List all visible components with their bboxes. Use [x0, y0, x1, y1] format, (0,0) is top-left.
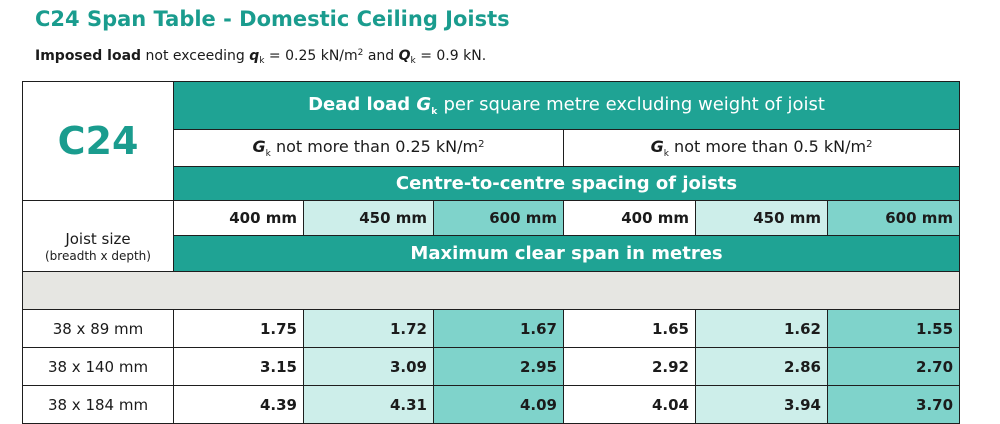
joist-size-cell: 38 x 140 mm: [22, 347, 174, 386]
gk-subscript: k: [265, 149, 271, 159]
gk-group-2: Gk not more than 0.5 kN/m2: [562, 129, 961, 167]
page-title: C24 Span Table - Domestic Ceiling Joists: [35, 7, 510, 31]
gk-symbol: G: [650, 137, 664, 156]
dead-load-rest: per square metre excluding weight of joi…: [443, 94, 825, 115]
not-exceeding-text: not exceeding: [145, 48, 245, 64]
spacing-400-a: 400 mm: [173, 200, 304, 236]
imposed-load-label: Imposed load: [35, 48, 142, 64]
span-value: 1.72: [303, 309, 434, 348]
span-value: 1.75: [173, 309, 304, 348]
gk-text: not more than 0.5 kN/m: [674, 137, 867, 156]
span-value: 4.39: [173, 385, 304, 424]
joist-size-header: Joist size (breadth x depth): [22, 200, 174, 272]
joist-size-label: Joist size: [65, 230, 131, 248]
dead-load-symbol: G: [416, 94, 432, 115]
spacing-450-a: 450 mm: [303, 200, 434, 236]
imposed-load-note: Imposed load not exceeding qk = 0.25 kN/…: [35, 48, 486, 66]
table-row: 38 x 89 mm 1.75 1.72 1.67 1.65 1.62 1.55: [22, 309, 961, 348]
spacer-band: [21, 271, 961, 310]
span-value: 4.31: [303, 385, 434, 424]
span-value: 2.70: [826, 347, 961, 386]
span-value: 1.55: [826, 309, 961, 348]
span-value: 3.15: [173, 347, 304, 386]
span-value: 3.94: [695, 385, 828, 424]
spacing-header: Centre-to-centre spacing of joists: [172, 166, 961, 201]
and-text: and: [367, 48, 395, 64]
span-value: 2.86: [695, 347, 828, 386]
table-row: 38 x 140 mm 3.15 3.09 2.95 2.92 2.86 2.7…: [22, 347, 961, 386]
spacing-600-a: 600 mm: [433, 200, 564, 236]
dead-load-header: Dead load Gk per square metre excluding …: [172, 81, 961, 130]
gk-text: not more than 0.25 kN/m: [275, 137, 479, 156]
dead-load-subscript: k: [431, 107, 438, 117]
span-value: 2.92: [563, 347, 696, 386]
dead-load-bold: Dead load: [308, 94, 411, 115]
Q-symbol: Q: [398, 48, 411, 64]
q-unit-sup: 2: [357, 48, 364, 58]
q-symbol: q: [249, 48, 260, 64]
joist-size-cell: 38 x 184 mm: [22, 385, 174, 424]
gk-sup: 2: [478, 139, 485, 150]
spacing-400-b: 400 mm: [563, 200, 696, 236]
span-value: 3.09: [303, 347, 434, 386]
max-span-header: Maximum clear span in metres: [172, 235, 961, 272]
spacing-600-b: 600 mm: [826, 200, 961, 236]
gk-symbol: G: [252, 137, 266, 156]
span-value: 1.65: [563, 309, 696, 348]
span-value: 1.67: [433, 309, 564, 348]
span-value: 1.62: [695, 309, 828, 348]
Q-value: = 0.9 kN.: [420, 48, 487, 64]
joist-size-cell: 38 x 89 mm: [22, 309, 174, 348]
joist-size-sub: (breadth x depth): [45, 249, 151, 263]
grade-label: C24: [22, 81, 174, 201]
span-table: C24 Dead load Gk per square metre exclud…: [21, 81, 961, 424]
span-value: 4.04: [563, 385, 696, 424]
span-value: 2.95: [433, 347, 564, 386]
q-value: = 0.25 kN/m: [268, 48, 358, 64]
q-subscript: k: [259, 56, 265, 66]
span-value: 3.70: [826, 385, 961, 424]
span-value: 4.09: [433, 385, 564, 424]
spacing-450-b: 450 mm: [695, 200, 828, 236]
gk-subscript: k: [663, 149, 669, 159]
Q-subscript: k: [410, 56, 416, 66]
gk-group-1: Gk not more than 0.25 kN/m2: [173, 129, 564, 167]
table-row: 38 x 184 mm 4.39 4.31 4.09 4.04 3.94 3.7…: [22, 385, 961, 424]
gk-sup: 2: [866, 139, 873, 150]
